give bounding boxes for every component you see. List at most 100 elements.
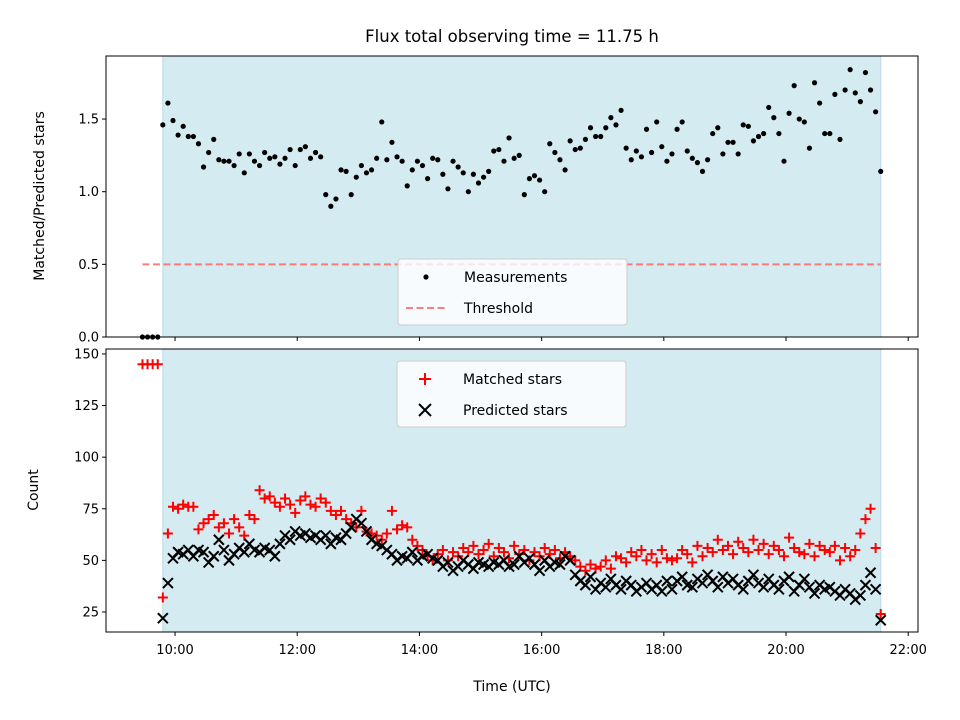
data-point: [442, 556, 454, 569]
xtick-label: 10:00: [156, 643, 193, 658]
data-point: [508, 558, 520, 571]
ytick-label: 1.0: [78, 185, 99, 200]
data-point: [435, 157, 441, 163]
data-point: [870, 542, 881, 553]
data-point: [717, 545, 728, 556]
data-point: [773, 583, 785, 595]
data-point: [590, 563, 601, 574]
data-point: [832, 91, 838, 97]
data-point: [580, 565, 591, 576]
data-point: [226, 158, 232, 164]
data-point: [328, 203, 334, 209]
data-point: [160, 122, 166, 128]
data-point: [570, 555, 581, 566]
xtick-label: 18:00: [645, 643, 682, 658]
data-point: [343, 168, 349, 174]
xtick-label: 16:00: [523, 643, 560, 658]
data-point: [282, 155, 288, 161]
data-point: [498, 547, 509, 558]
data-point: [440, 171, 446, 177]
data-point: [656, 585, 668, 598]
data-point: [374, 155, 380, 161]
xtick-label: 14:00: [401, 643, 438, 658]
data-point: [218, 518, 229, 529]
axes-frame: [105, 55, 919, 338]
data-point: [256, 162, 263, 169]
data-point: [531, 173, 538, 179]
data-point: [672, 553, 683, 564]
data-point: [198, 518, 209, 529]
ytick-label: 125: [74, 399, 99, 414]
data-point: [241, 170, 247, 176]
data-point: [552, 149, 558, 156]
data-point: [213, 534, 225, 546]
data-point: [386, 505, 397, 516]
data-point: [757, 581, 770, 593]
data-point: [852, 90, 858, 96]
data-point: [407, 534, 418, 545]
data-point: [799, 549, 810, 560]
data-point: [157, 592, 168, 603]
data-point: [656, 545, 667, 556]
data-point: [478, 545, 489, 556]
data-point: [419, 162, 426, 169]
data-point: [707, 547, 718, 558]
data-point: [259, 493, 270, 504]
data-point: [333, 196, 339, 202]
chart-title: Flux total observing time = 11.75 h: [365, 27, 659, 46]
data-point: [455, 164, 461, 170]
data-point: [437, 545, 448, 556]
data-point: [157, 612, 169, 624]
data-point: [676, 571, 688, 583]
data-point: [544, 549, 555, 560]
data-point: [801, 119, 807, 125]
data-point: [804, 538, 815, 549]
data-point: [789, 542, 800, 553]
data-point: [600, 581, 612, 593]
data-point: [577, 145, 583, 151]
data-point: [165, 100, 171, 106]
data-point: [854, 589, 867, 602]
data-point: [674, 126, 680, 132]
data-point: [575, 561, 586, 572]
data-point: [496, 146, 502, 153]
legend-box: [397, 258, 628, 326]
data-point: [341, 514, 352, 525]
data-point: [796, 116, 802, 122]
data-point: [712, 534, 723, 545]
data-point: [677, 545, 688, 556]
data-point: [246, 151, 252, 157]
data-point: [557, 157, 563, 163]
data-point: [394, 154, 400, 160]
data-point: [277, 161, 283, 167]
data-point: [699, 168, 706, 174]
data-point: [536, 177, 543, 183]
data-point: [855, 528, 866, 539]
data-point: [837, 136, 843, 142]
data-point: [598, 133, 604, 140]
data-point: [875, 609, 886, 620]
data-point: [287, 146, 293, 153]
data-point: [269, 550, 281, 562]
data-point: [857, 99, 863, 105]
data-point: [860, 514, 871, 525]
data-point: [274, 538, 286, 550]
data-point: [185, 133, 191, 140]
data-point: [696, 577, 709, 589]
data-point: [236, 151, 242, 157]
data-point: [747, 569, 760, 581]
data-point: [605, 563, 616, 574]
data-point: [269, 497, 280, 508]
data-point: [758, 538, 769, 549]
bottom-axes: 25 50 75 100 125 150 10:00 12:00 14:00 16:00 18:00…: [74, 347, 927, 658]
data-point: [593, 133, 599, 140]
data-point: [216, 157, 222, 163]
data-point: [753, 545, 764, 556]
data-point: [445, 186, 451, 192]
data-point: [231, 162, 237, 169]
data-point: [325, 505, 336, 516]
data-point: [567, 138, 573, 144]
ytick-label: 75: [82, 502, 99, 517]
data-point: [249, 514, 260, 525]
data-point: [626, 547, 637, 558]
